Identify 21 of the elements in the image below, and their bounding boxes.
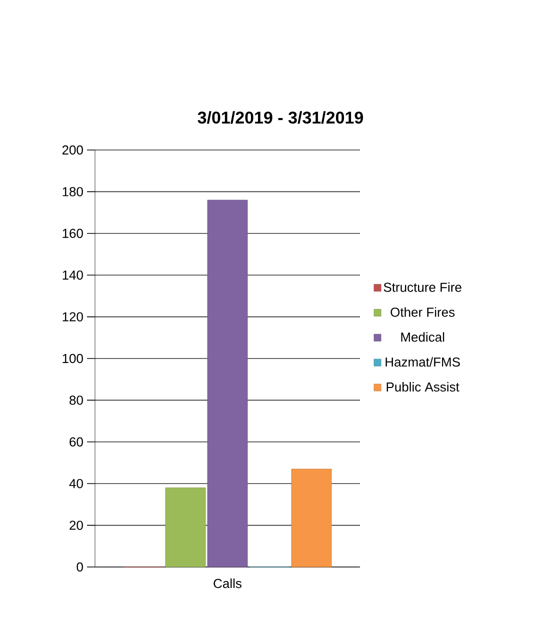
y-tick-label: 80 [70,396,83,405]
chart-title: 3/01/2019 - 3/31/2019 [198,111,364,124]
bar [291,468,332,568]
y-tick-label: 120 [62,312,83,322]
y-tick-label: 60 [70,437,83,446]
y-tick-label: 0 [76,562,83,572]
legend-label: Other Fires [390,307,455,317]
legend-label: Medical [401,332,444,342]
y-tick-label: 200 [62,145,83,155]
bar [165,488,206,568]
legend-label: Structure Fire [384,282,462,292]
y-tick-label: 20 [70,520,83,530]
y-tick-label: 180 [62,187,83,196]
y-tick-label: 160 [62,228,83,238]
y-tick-label: 140 [62,270,83,280]
x-tick-label: Calls [214,578,242,588]
legend-label: Public Assist [386,382,460,392]
legend-label: Hazmat/FMS [386,357,460,367]
bar [207,200,248,568]
y-tick-label: 40 [69,478,83,488]
y-tick-label: 100 [62,354,83,364]
